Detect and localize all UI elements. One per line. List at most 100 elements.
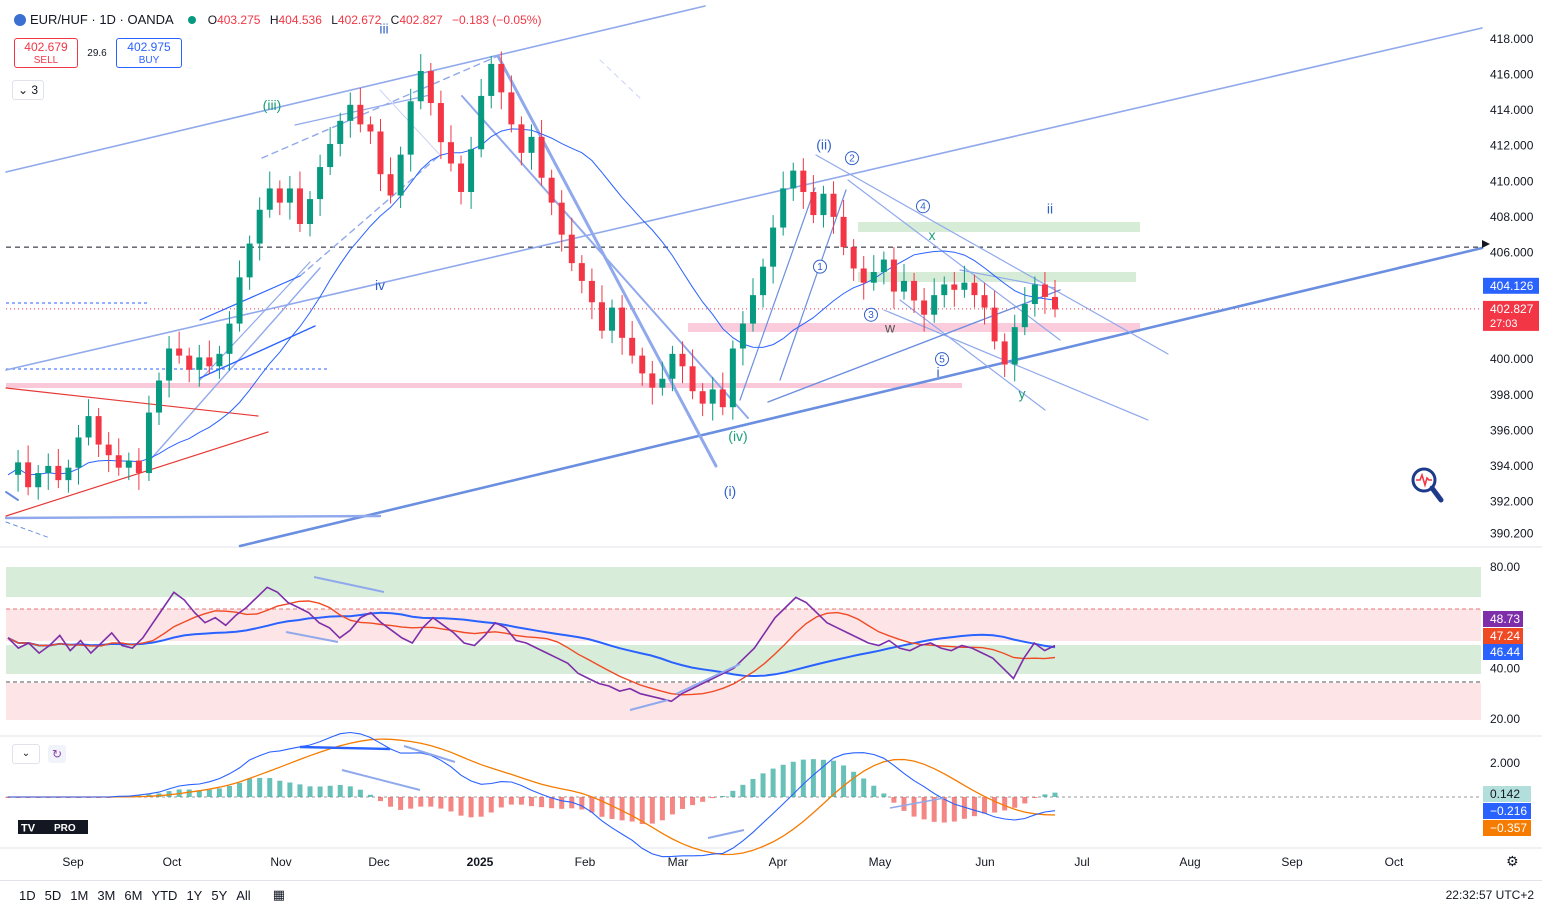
rsi-tick-label: 80.00	[1490, 560, 1520, 574]
rsi-tick-label: 40.00	[1490, 661, 1520, 675]
candle-body	[347, 104, 354, 121]
macd-histogram-bar	[287, 782, 293, 797]
macd-histogram-bar	[267, 778, 273, 797]
bottom-toolbar: 1D 5D 1M 3M 6M YTD 1Y 5Y All ▦ 22:32:57 UTC+2	[0, 880, 1542, 909]
rsi-value-label: 46.44	[1490, 645, 1520, 659]
circled-wave-label: 2	[849, 154, 855, 165]
wave-label: w	[884, 319, 896, 335]
magnifier-icon[interactable]	[1410, 466, 1446, 506]
macd-histogram-bar	[690, 797, 696, 806]
macd-histogram-bar	[186, 789, 192, 797]
circled-wave-label: 3	[868, 310, 874, 321]
wave-label: iv	[375, 277, 385, 293]
price-tick-label: 392.000	[1490, 494, 1534, 508]
macd-histogram-bar	[740, 784, 746, 797]
candle-body	[55, 465, 62, 481]
symbol-title[interactable]: EUR/HUF · 1D · OANDA	[30, 12, 174, 27]
macd-histogram-bar	[780, 764, 786, 797]
marked-price-label: 404.126	[1490, 279, 1534, 293]
macd-value-label: −0.357	[1490, 821, 1527, 835]
timeframe-1d[interactable]: 1D	[19, 887, 36, 903]
low-label: L	[331, 12, 338, 27]
macd-histogram-bar	[518, 797, 524, 805]
sell-button[interactable]: 402.679 SELL	[14, 38, 78, 68]
macd-histogram-bar	[649, 797, 655, 824]
timeframe-5y[interactable]: 5Y	[211, 887, 228, 903]
macd-histogram-bar	[337, 784, 343, 797]
candle-body	[1052, 296, 1058, 310]
sell-label: SELL	[33, 55, 59, 66]
candle-body	[830, 193, 837, 217]
rsi-pane: 80.00 40.00 20.00 48.73 47.24 46.44	[6, 560, 1523, 726]
macd-histogram-bar	[508, 797, 514, 805]
calendar-icon[interactable]: ▦	[272, 887, 285, 902]
macd-histogram-bar	[529, 797, 534, 807]
timeframe-1m[interactable]: 1M	[70, 887, 89, 903]
macd-histogram-bar	[659, 797, 665, 821]
candles	[15, 51, 1058, 500]
rsi-divergence-line	[675, 663, 741, 695]
candle-body	[770, 227, 777, 267]
candle-body	[558, 202, 565, 235]
macd-histogram-bar	[398, 797, 404, 810]
indicators-collapse-button[interactable]: ⌄ 3	[12, 80, 44, 100]
countdown-label: 27:03	[1490, 318, 1518, 330]
wave-label: (iii)	[263, 97, 282, 113]
tradingview-logo[interactable]: TV PRO	[18, 819, 88, 835]
candle-body	[317, 167, 324, 200]
macd-histogram-bar	[448, 797, 454, 812]
macd-histogram-bar	[388, 797, 394, 807]
timeframe-5d[interactable]: 5D	[44, 887, 62, 903]
candle-body	[508, 92, 515, 125]
ohlc-readout: O403.275 H404.536 L402.672 C402.827 −0.1…	[208, 13, 542, 27]
candle-body	[478, 95, 485, 150]
candle-body	[125, 460, 132, 468]
macd-histogram-bar	[669, 797, 675, 815]
macd-histogram-bar	[539, 797, 545, 808]
supply-zone	[858, 222, 1140, 232]
candle-body	[498, 63, 505, 93]
candle-body	[468, 149, 475, 192]
macd-histogram-bar	[347, 786, 353, 797]
macd-histogram-bar	[307, 786, 313, 797]
candle-body	[729, 348, 736, 408]
macd-histogram-bar	[408, 797, 414, 809]
macd-divergence-line	[889, 797, 945, 809]
rsi-tick-label: 20.00	[1490, 712, 1520, 726]
trend-line	[767, 289, 1061, 403]
macd-histogram-bar	[700, 797, 706, 802]
time-tick-label: Sep	[1281, 855, 1303, 869]
candle-body	[699, 391, 706, 404]
candle-body	[548, 177, 555, 203]
candle-body	[307, 199, 314, 224]
moving-average-line	[7, 128, 1056, 476]
sync-icon[interactable]: ↻	[48, 745, 66, 763]
time-tick-label: Feb	[575, 855, 596, 869]
timeframe-all[interactable]: All	[236, 887, 251, 903]
candle-body	[458, 163, 465, 192]
candle-body	[186, 355, 193, 370]
timeframe-ytd[interactable]: YTD	[151, 887, 178, 903]
candle-body	[790, 170, 797, 189]
timeframe-6m[interactable]: 6M	[124, 887, 143, 903]
settings-icon[interactable]: ⚙	[1506, 853, 1519, 869]
price-tick-label: 418.000	[1490, 32, 1534, 46]
timeframe-3m[interactable]: 3M	[97, 887, 116, 903]
rsi-value-tag	[1483, 611, 1523, 627]
demand-zone	[688, 323, 1140, 332]
macd-histogram-bar	[1052, 792, 1058, 797]
macd-histogram-bar	[851, 771, 857, 797]
candle-body	[941, 284, 948, 296]
candle-body	[860, 268, 867, 283]
time-axis: Sep Oct Nov Dec 2025 Feb Mar Apr May Jun Jul Aug Sep…	[62, 855, 1404, 869]
rsi-divergence-line	[313, 576, 385, 593]
rsi-divergence-line	[629, 699, 669, 711]
buy-button[interactable]: 402.975 BUY	[116, 38, 182, 68]
candle-body	[286, 188, 293, 203]
wave-label: y	[1019, 385, 1026, 401]
macd-histogram-bar	[1042, 794, 1048, 797]
pane-collapse-button[interactable]: ⌄	[12, 744, 40, 764]
open-label: O	[207, 12, 218, 27]
timeframe-1y[interactable]: 1Y	[186, 887, 203, 903]
